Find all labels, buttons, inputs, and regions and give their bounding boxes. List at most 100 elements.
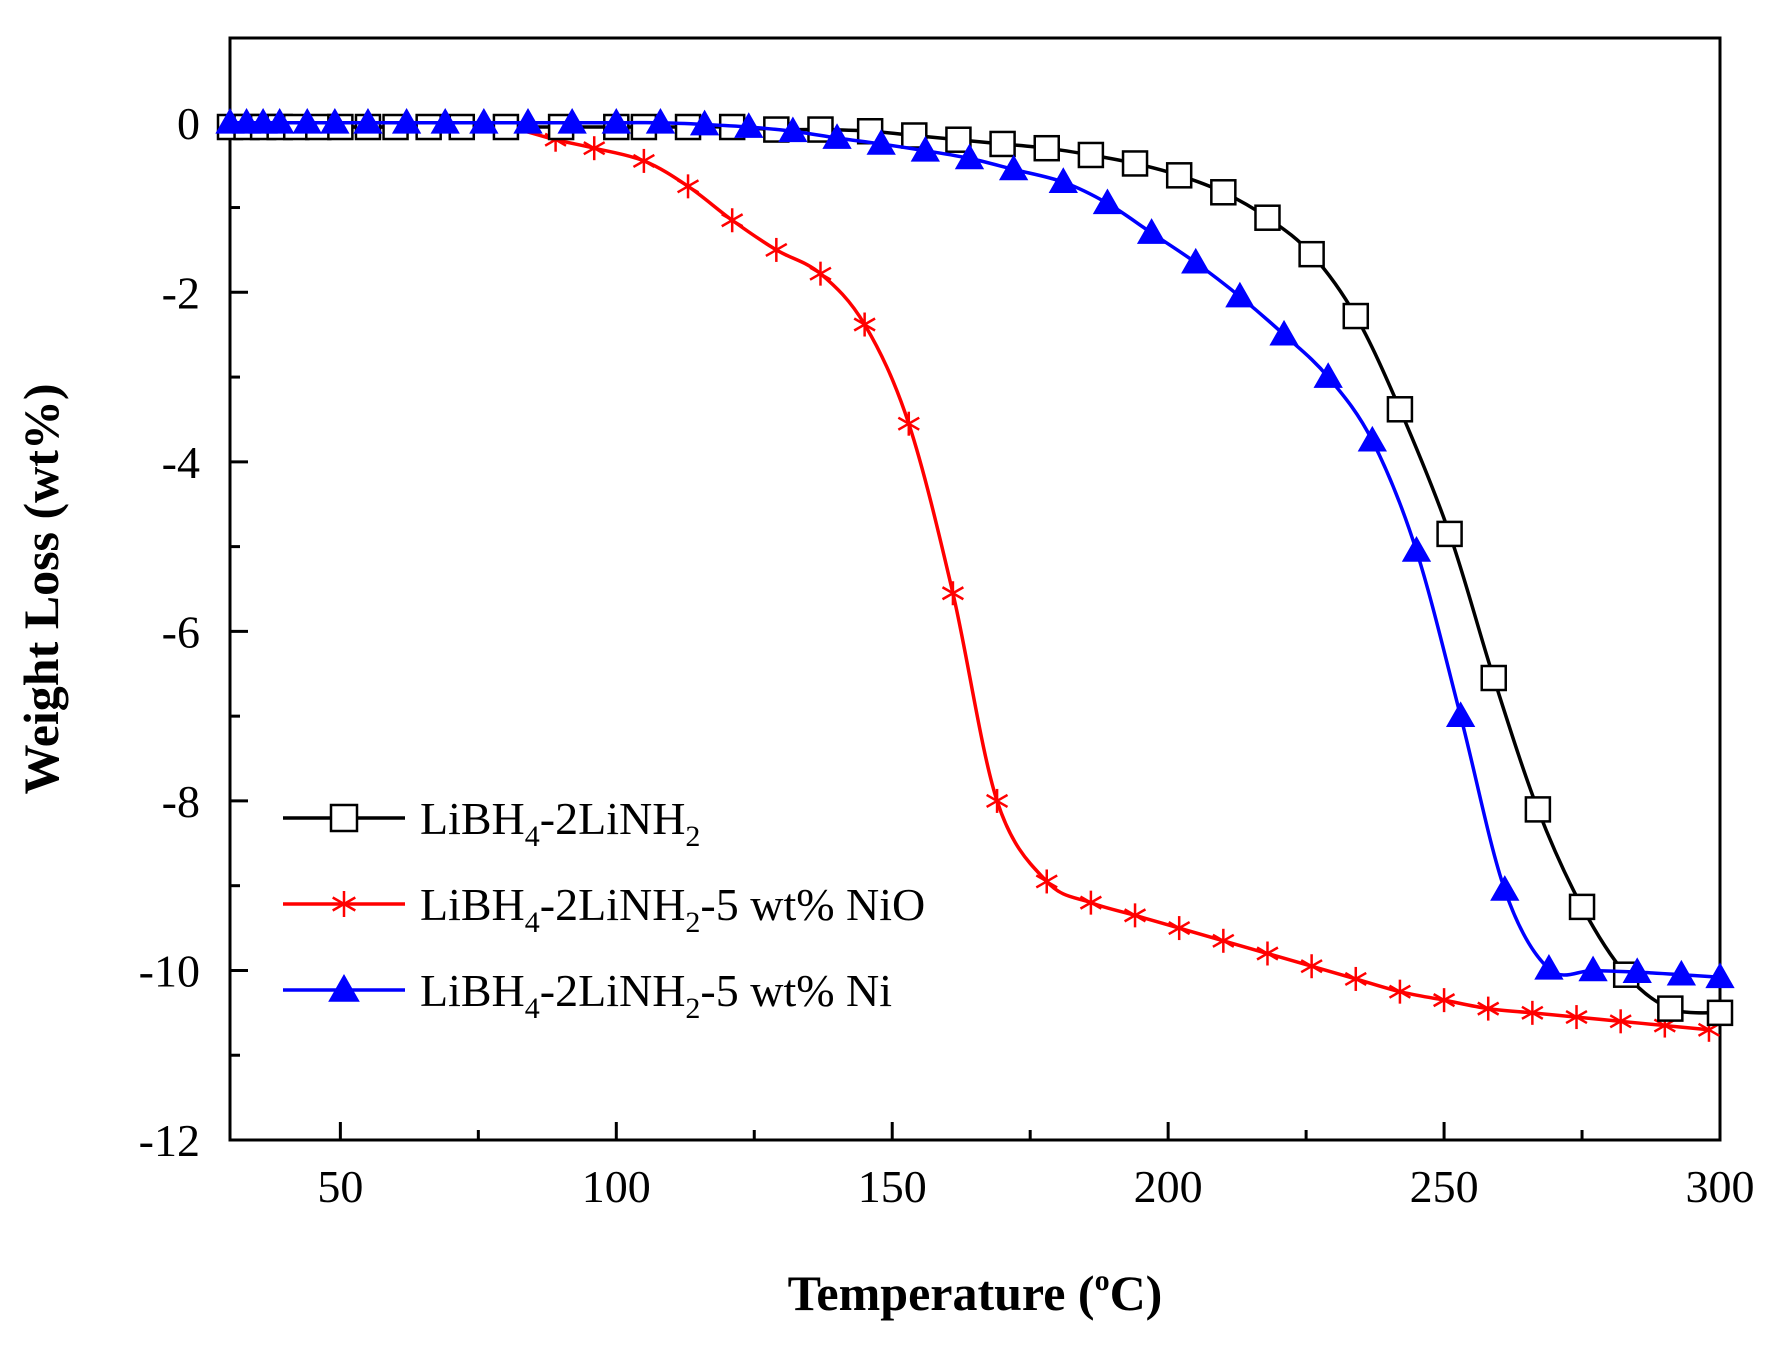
data-point — [328, 974, 360, 1002]
data-point — [1521, 1000, 1544, 1025]
data-point — [986, 788, 1009, 813]
data-point — [353, 107, 383, 134]
y-tick-label--8: -8 — [162, 776, 200, 827]
data-point — [1123, 903, 1147, 928]
data-point — [1168, 916, 1191, 941]
data-point — [734, 112, 764, 138]
data-point — [989, 130, 1016, 158]
data-point — [1033, 134, 1060, 162]
data-point — [822, 123, 852, 149]
data-point — [391, 107, 422, 134]
y-tick-label--12: -12 — [139, 1115, 200, 1166]
data-point — [601, 107, 631, 134]
data-point — [910, 135, 940, 162]
data-point — [1298, 240, 1325, 268]
data-point — [1657, 995, 1684, 1022]
data-point — [1254, 204, 1281, 231]
data-point — [1622, 957, 1652, 984]
data-point — [1666, 959, 1697, 986]
data-point — [1578, 955, 1608, 982]
data-point — [1705, 962, 1735, 989]
data-point — [1477, 996, 1500, 1021]
data-point — [1565, 1005, 1588, 1030]
data-point — [469, 107, 499, 134]
legend-entry-1: LiBH4-2LiNH2-5 wt% NiO — [283, 879, 925, 939]
data-point — [897, 411, 920, 436]
data-point — [689, 109, 720, 136]
x-tick-label-50: 50 — [317, 1161, 363, 1212]
data-point — [1035, 869, 1058, 894]
data-point — [492, 113, 520, 141]
data-point — [676, 174, 700, 199]
data-point — [809, 261, 832, 286]
data-point — [1433, 988, 1456, 1013]
data-point — [1568, 893, 1596, 921]
data-point — [583, 136, 606, 161]
data-point — [998, 154, 1029, 181]
data-point — [645, 107, 676, 134]
x-tick-label-250: 250 — [1410, 1161, 1479, 1212]
data-point — [941, 581, 964, 606]
series-2 — [215, 107, 1735, 989]
data-point — [430, 107, 460, 134]
data-point — [1256, 941, 1279, 966]
x-tick-label-200: 200 — [1134, 1161, 1203, 1212]
data-point — [1269, 319, 1299, 346]
data-series — [215, 107, 1735, 1042]
y-axis-title: Weight Loss (wt%) — [13, 383, 69, 794]
data-point — [1388, 979, 1411, 1004]
legend-label: LiBH4-2LiNH2 — [420, 793, 700, 853]
legend-label: LiBH4-2LiNH2-5 wt% NiO — [420, 879, 925, 939]
data-point — [1210, 179, 1237, 206]
x-tick-label-100: 100 — [582, 1161, 651, 1212]
x-axis-title: Temperature (oC) — [788, 1264, 1163, 1321]
data-point — [513, 107, 543, 134]
data-point — [853, 312, 876, 337]
data-point — [1609, 1009, 1632, 1034]
x-tick-label-150: 150 — [858, 1161, 927, 1212]
data-point — [1401, 536, 1432, 562]
data-point — [765, 237, 788, 262]
data-point — [1436, 520, 1463, 548]
data-point — [265, 107, 295, 134]
data-point — [1225, 281, 1255, 308]
plot-frame — [228, 36, 1722, 1142]
data-point — [778, 116, 808, 143]
data-point — [1136, 218, 1167, 244]
data-point — [320, 107, 350, 134]
data-point — [1313, 362, 1343, 388]
data-point — [332, 891, 356, 917]
data-point — [945, 126, 972, 153]
data-point — [557, 107, 587, 134]
data-point — [1077, 141, 1105, 169]
data-point — [1534, 953, 1564, 980]
data-point — [1079, 890, 1102, 915]
y-tick-label-0: 0 — [177, 98, 200, 149]
x-tick-label-300: 300 — [1686, 1161, 1755, 1212]
legend-entry-0: LiBH4-2LiNH2 — [283, 793, 700, 853]
legend: LiBH4-2LiNH2 LiBH4-2LiNH2-5 wt% NiO LiBH4-… — [283, 793, 925, 1025]
y-tick-label--10: -10 — [139, 945, 200, 996]
legend-label: LiBH4-2LiNH2-5 wt% Ni — [420, 965, 892, 1025]
data-point — [1480, 664, 1507, 692]
data-point — [1342, 302, 1370, 330]
data-point — [1121, 150, 1149, 177]
data-point — [1165, 162, 1193, 189]
data-point — [1300, 954, 1323, 979]
data-point — [1048, 167, 1078, 193]
data-point — [1357, 425, 1387, 452]
y-tick-label--4: -4 — [162, 437, 200, 488]
data-point — [954, 143, 985, 170]
legend-entry-2: LiBH4-2LiNH2-5 wt% Ni — [283, 965, 892, 1025]
data-point — [1092, 188, 1123, 215]
data-point — [1181, 247, 1211, 274]
data-point — [1445, 701, 1476, 728]
data-point — [1344, 966, 1367, 991]
axis-tick-labels: 50 100 150 200 250 300 0 -2 -4 -6 -8 -10 -12 — [139, 98, 1755, 1212]
data-point — [866, 129, 896, 155]
data-point — [1524, 796, 1552, 823]
data-point — [1706, 999, 1734, 1027]
series-line — [230, 120, 1721, 979]
y-tick-label--2: -2 — [162, 267, 200, 318]
